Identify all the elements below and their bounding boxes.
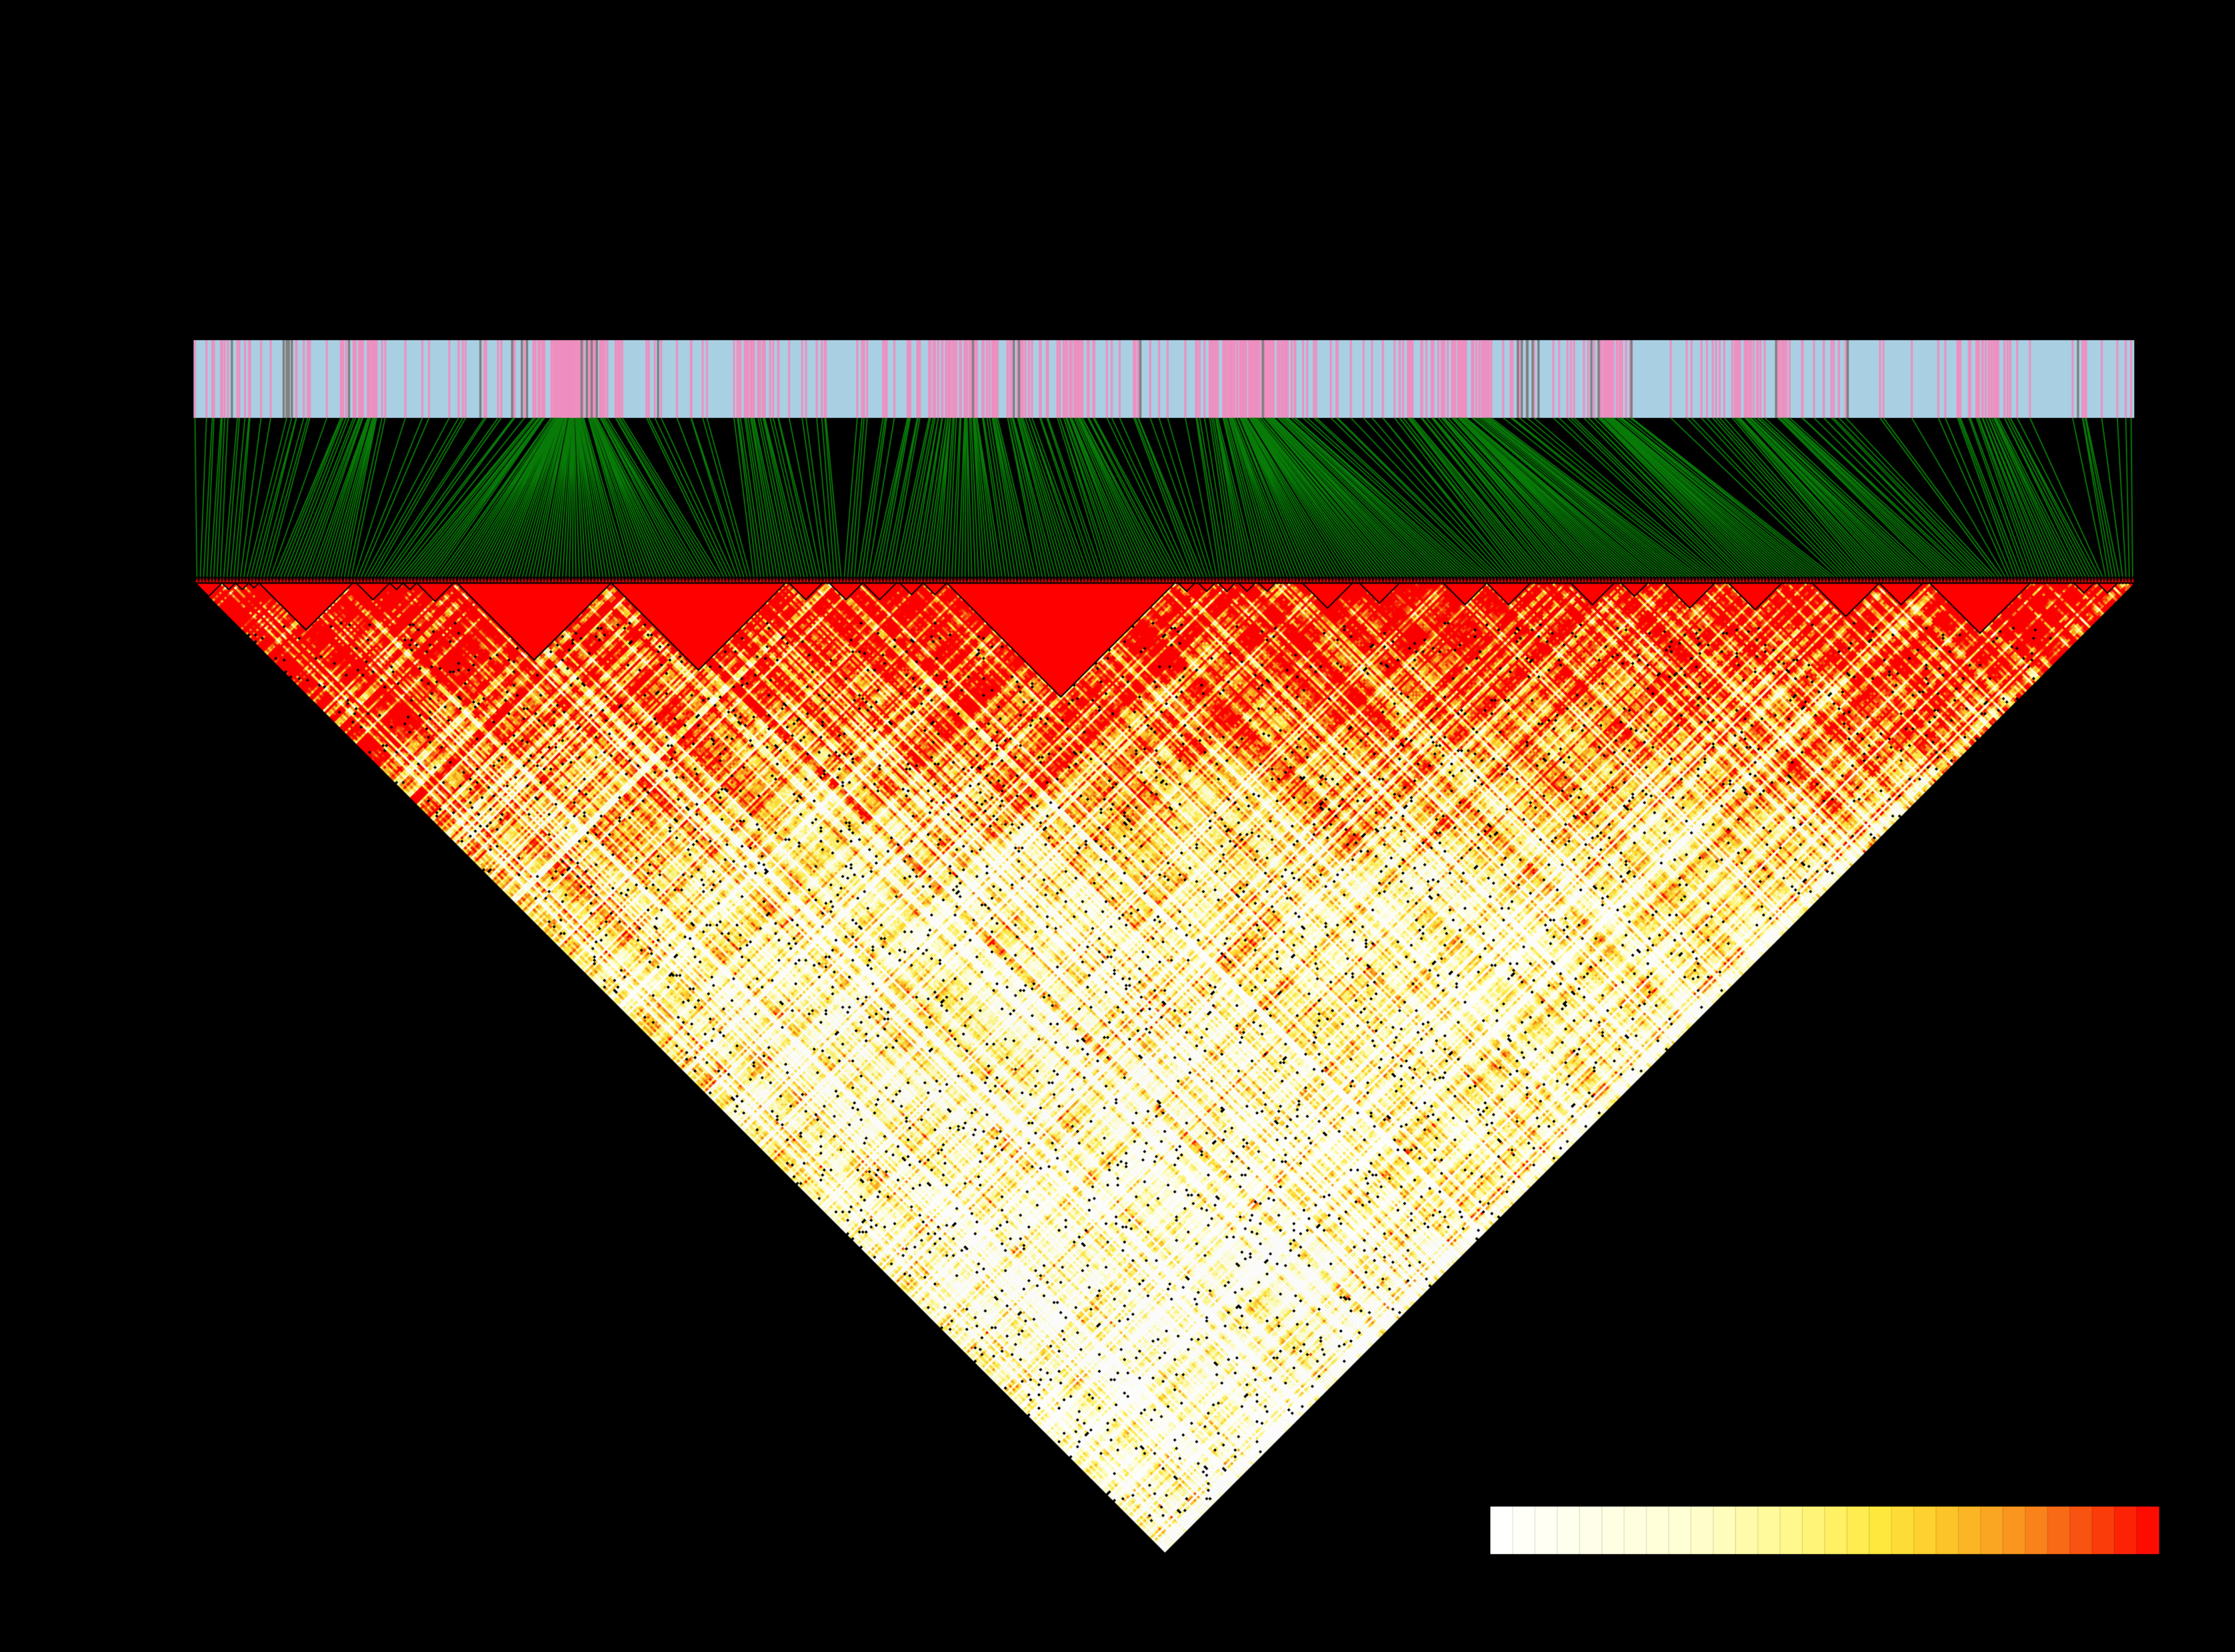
ld-plot-canvas bbox=[0, 0, 2235, 1652]
ld-heatmap-figure bbox=[0, 0, 2235, 1652]
